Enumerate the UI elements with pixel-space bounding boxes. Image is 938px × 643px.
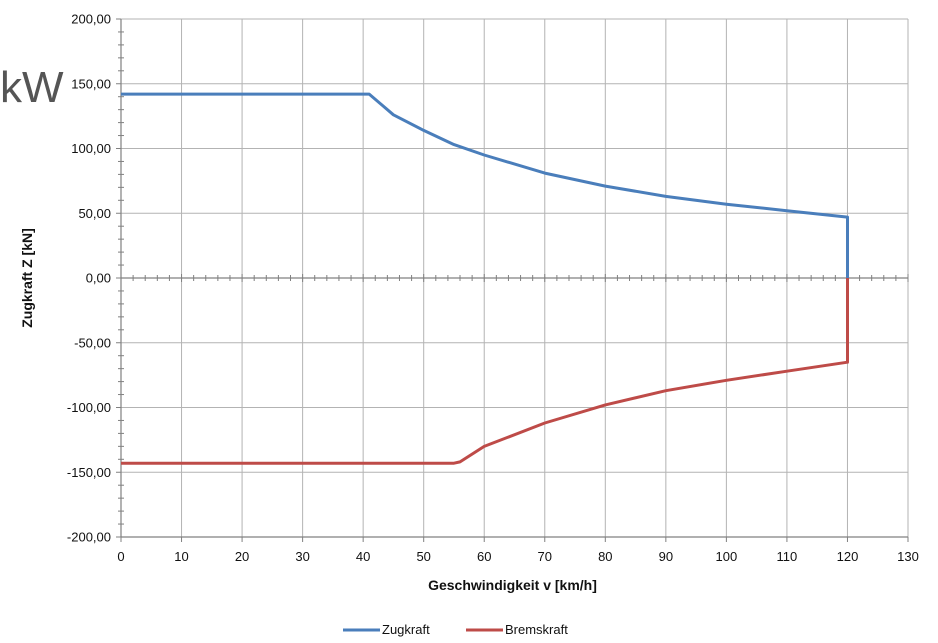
x-tick-label: 50 [416, 549, 430, 564]
series-lines [121, 92, 849, 465]
series-line-bremskraft [121, 278, 849, 465]
y-tick-labels: 200,00 150,00 100,00 50,00 0,00 -50,00 -100,00… [67, 12, 111, 545]
x-tick-label: 100 [716, 549, 738, 564]
y-tick-label: 100,00 [71, 141, 111, 156]
y-tick-label: -100,00 [67, 400, 111, 415]
x-tick-label: 80 [598, 549, 612, 564]
y-tick-label: -150,00 [67, 465, 111, 480]
x-axis-title: Geschwindigkeit v [km/h] [428, 577, 597, 593]
x-tick-label: 130 [897, 549, 919, 564]
y-tick-label: -50,00 [74, 335, 111, 350]
x-tick-label: 120 [837, 549, 859, 564]
x-tick-label: 10 [174, 549, 188, 564]
x-tick-label: 30 [295, 549, 309, 564]
x-tick-label: 70 [538, 549, 552, 564]
x-tick-labels: 0 10 20 30 40 50 60 70 80 90 100 110 120 130 [117, 549, 918, 564]
y-axis-title: Zugkraft Z [kN] [19, 228, 35, 328]
y-tick-label: 0,00 [86, 271, 111, 286]
x-tick-label: 40 [356, 549, 370, 564]
y-tick-label: -200,00 [67, 530, 111, 545]
y-tick-label: 200,00 [71, 12, 111, 27]
legend-label-zugkraft: Zugkraft [382, 622, 430, 637]
legend: Zugkraft Bremskraft [343, 622, 568, 637]
x-tick-label: 60 [477, 549, 491, 564]
x-tick-label: 0 [117, 549, 124, 564]
axes [116, 18, 909, 542]
x-tick-label: 110 [777, 549, 798, 564]
x-tick-label: 90 [659, 549, 673, 564]
y-tick-label: 50,00 [78, 206, 111, 221]
legend-label-bremskraft: Bremskraft [505, 622, 568, 637]
x-tick-label: 20 [235, 549, 249, 564]
y-tick-label: 150,00 [71, 76, 111, 91]
overlay-unit-text: kW [0, 63, 64, 112]
series-line-zugkraft [121, 92, 849, 278]
